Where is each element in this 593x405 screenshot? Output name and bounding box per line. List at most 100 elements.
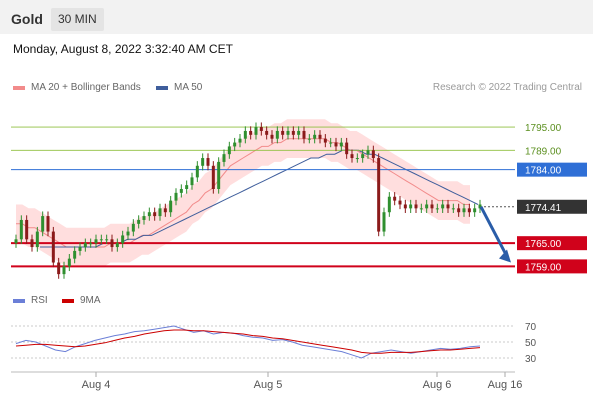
candle-body	[190, 177, 194, 186]
timeframe-badge[interactable]: 30 MIN	[51, 8, 104, 31]
rsi-line	[15, 325, 481, 359]
candle-body	[270, 134, 274, 139]
x-tick-label: Aug 6	[423, 379, 452, 391]
candle-body	[115, 243, 119, 248]
candle-body	[409, 204, 413, 209]
candle-body	[307, 138, 311, 140]
candle-body	[473, 208, 477, 213]
candle-body	[227, 146, 231, 155]
candle-body	[377, 158, 381, 232]
candle-body	[419, 208, 423, 210]
candle-body	[366, 150, 370, 155]
candle-body	[302, 130, 306, 139]
candle-body	[286, 130, 290, 135]
level-label-bg	[517, 162, 587, 177]
legend-ma50: MA 50	[156, 82, 202, 93]
candle-body	[19, 219, 23, 240]
candle-body	[393, 196, 397, 201]
candle-body	[425, 204, 429, 209]
candle-body	[142, 216, 146, 220]
candle-body	[147, 212, 151, 217]
candle-body	[57, 262, 61, 275]
x-tick-label: Aug 5	[254, 379, 283, 391]
candle-body	[89, 243, 93, 245]
candle-body	[83, 243, 87, 248]
candle-body	[153, 212, 157, 217]
candle-body	[25, 219, 29, 240]
candle-body	[441, 204, 445, 209]
candle-body	[334, 142, 338, 147]
candle-body	[41, 216, 45, 232]
chart-datetime: Monday, August 8, 2022 3:32:40 AM CET	[13, 42, 233, 56]
level-label: 1795.00	[525, 123, 562, 134]
candle-body	[281, 130, 285, 135]
candle-body	[78, 247, 82, 251]
candle-body	[67, 258, 71, 267]
candle-body	[329, 142, 333, 144]
rsi-swatch	[13, 298, 25, 303]
candle-body	[222, 154, 226, 162]
level-label-bg	[517, 259, 587, 274]
level-label-bg	[517, 236, 587, 251]
candle-body	[105, 239, 109, 241]
candle-body	[110, 239, 114, 248]
candle-body	[382, 212, 386, 232]
candle-body	[446, 204, 450, 209]
level-label-bg	[517, 199, 587, 214]
candle-body	[73, 250, 77, 259]
forecast-arrow-head	[499, 249, 511, 263]
9ma-legend-label: 9MA	[80, 295, 101, 306]
candle-body	[478, 204, 482, 209]
candle-body	[398, 200, 402, 205]
candle-body	[206, 158, 210, 166]
x-tick-label: Aug 16	[488, 379, 523, 391]
candle-body	[291, 130, 295, 135]
rsi-tick-label: 70	[525, 322, 537, 333]
candle-body	[195, 165, 199, 178]
candle-body	[243, 130, 247, 139]
candle-body	[462, 208, 466, 213]
candle-body	[158, 208, 162, 217]
candle-body	[233, 142, 237, 147]
candle-body	[275, 130, 279, 139]
candle-body	[51, 231, 55, 263]
bollinger-band	[16, 119, 470, 267]
x-tick-label: Aug 4	[82, 379, 111, 391]
candle-body	[265, 130, 269, 135]
9ma-swatch	[62, 298, 74, 303]
level-label: 1789.00	[525, 146, 562, 157]
candle-body	[249, 130, 253, 135]
legend-swatch-ma50	[156, 85, 168, 90]
candle-body	[211, 165, 215, 189]
candle-body	[121, 235, 125, 244]
candle-body	[297, 130, 301, 135]
candle-body	[254, 127, 258, 135]
candle-body	[361, 154, 365, 159]
credit-text: Research © 2022 Trading Central	[432, 82, 582, 93]
candle-body	[30, 239, 34, 248]
candle-body	[46, 216, 50, 232]
candle-body	[217, 161, 221, 189]
candle-body	[163, 208, 167, 213]
rsi-legend-label: RSI	[31, 295, 48, 306]
candle-body	[350, 154, 354, 159]
candle-body	[339, 142, 343, 147]
candle-body	[238, 138, 242, 143]
candle-body	[467, 208, 471, 213]
level-label: 1759.00	[525, 262, 562, 273]
candle-body	[62, 266, 66, 275]
candle-body	[259, 127, 263, 131]
rsi-tick-label: 50	[525, 338, 537, 349]
legend-label-ma50: MA 50	[174, 82, 203, 93]
candle-body	[201, 158, 205, 166]
candle-body	[179, 189, 183, 193]
chart-header: Gold 30 MIN	[0, 0, 593, 34]
candle-body	[414, 204, 418, 209]
candle-body	[169, 200, 173, 213]
candle-body	[457, 208, 461, 213]
instrument-title: Gold	[11, 11, 43, 27]
candle-body	[185, 185, 189, 189]
level-label: 1784.00	[525, 166, 562, 177]
candle-body	[131, 223, 135, 232]
